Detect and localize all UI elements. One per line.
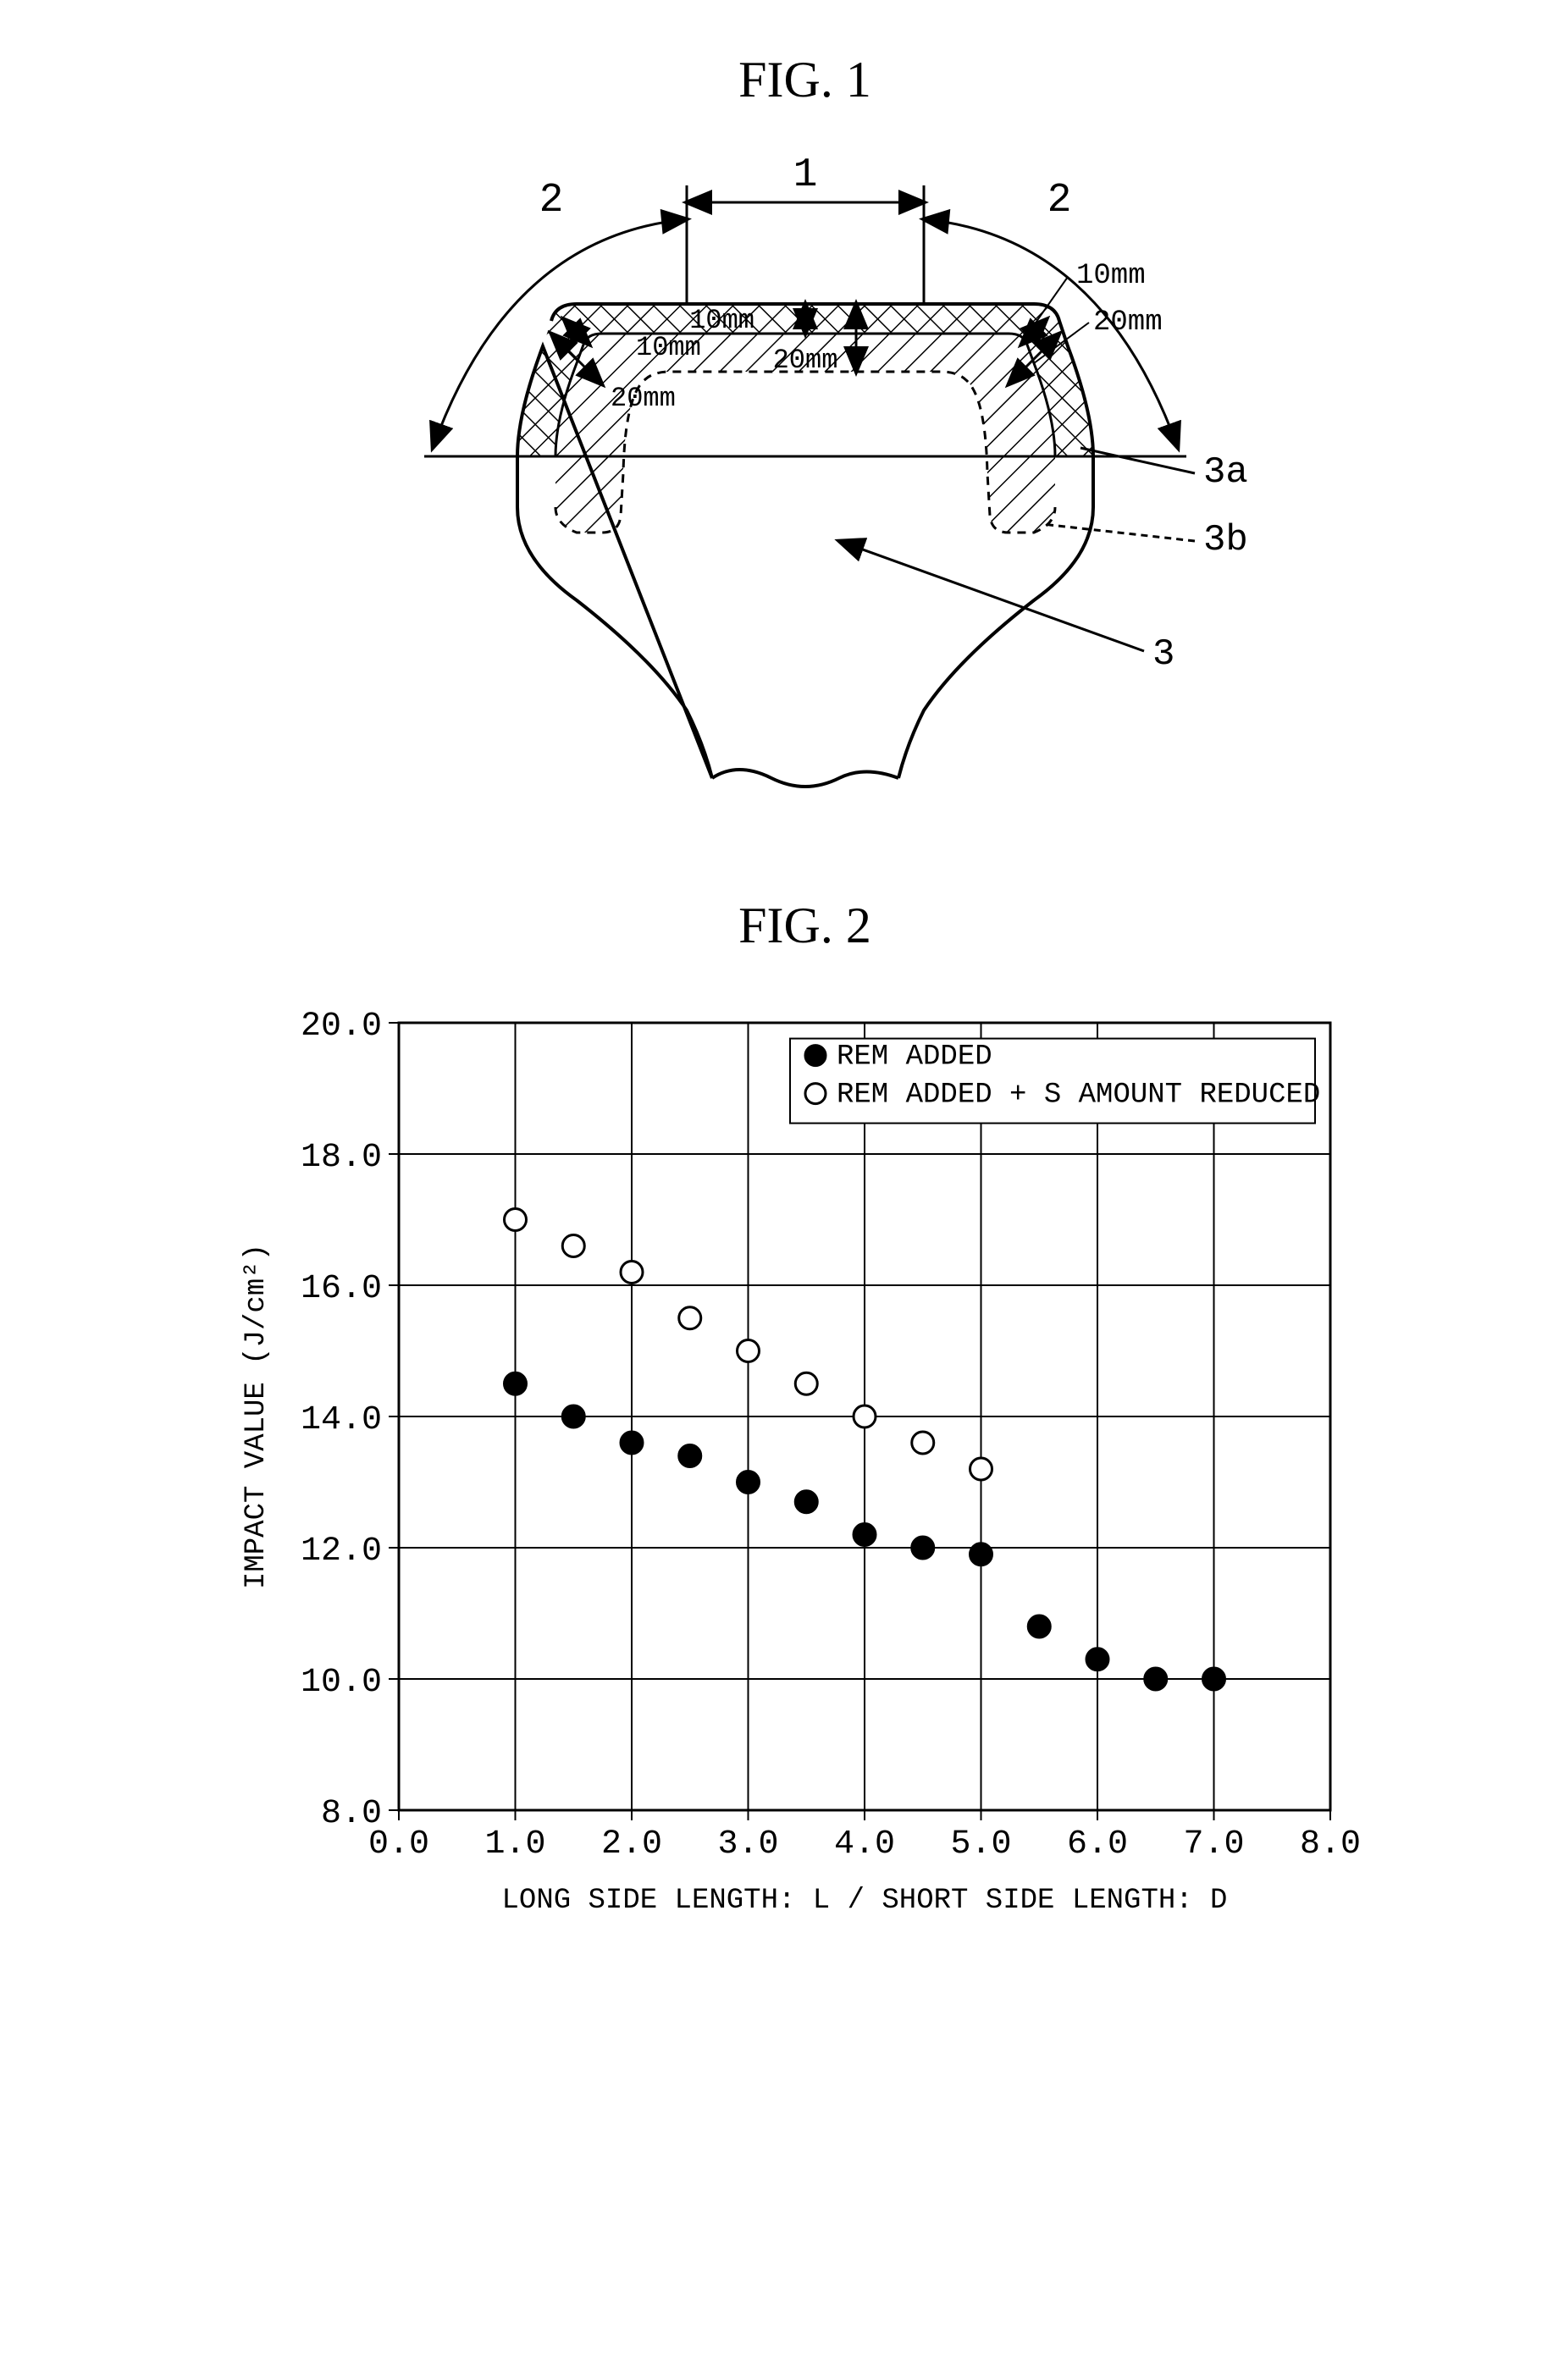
label-2-right: 2 — [1047, 178, 1071, 224]
label-20mm-r: 20mm — [1093, 306, 1163, 339]
label-20mm-l: 20mm — [611, 383, 676, 414]
x-axis-label: LONG SIDE LENGTH: L / SHORT SIDE LENGTH:… — [501, 1885, 1227, 1917]
xtick-label: 2.0 — [600, 1825, 661, 1864]
data-point — [911, 1432, 933, 1454]
legend-marker — [805, 1084, 826, 1104]
ytick-label: 16.0 — [300, 1270, 381, 1308]
data-point — [854, 1524, 876, 1546]
dim-1 — [687, 185, 924, 304]
xtick-label: 1.0 — [484, 1825, 545, 1864]
lead-3a — [1081, 448, 1195, 473]
xtick-label: 4.0 — [833, 1825, 894, 1864]
xtick-label: 3.0 — [717, 1825, 778, 1864]
label-20mm-c: 20mm — [772, 345, 837, 376]
data-point — [795, 1372, 817, 1394]
fig2-title: FIG. 2 — [34, 897, 1542, 955]
xtick-label: 6.0 — [1066, 1825, 1127, 1864]
label-1: 1 — [793, 152, 817, 198]
data-point — [737, 1472, 759, 1494]
fig2-chart: 0.01.02.03.04.05.06.07.08.08.010.012.014… — [213, 980, 1398, 1954]
data-point — [795, 1491, 817, 1513]
y-axis-label: IMPACT VALUE (J/cm²) — [240, 1244, 273, 1589]
data-point — [737, 1340, 759, 1362]
data-point — [1202, 1668, 1224, 1690]
data-point — [504, 1209, 526, 1231]
legend-marker — [805, 1046, 826, 1066]
ytick-label: 20.0 — [300, 1008, 381, 1046]
fig1-title: FIG. 1 — [34, 51, 1542, 109]
data-point — [1144, 1668, 1166, 1690]
label-3b: 3b — [1203, 519, 1248, 561]
page: FIG. 1 — [34, 51, 1542, 1954]
label-10mm-l: 10mm — [636, 332, 701, 363]
label-3: 3 — [1152, 633, 1174, 676]
legend-label: REM ADDED — [837, 1041, 992, 1074]
data-point — [678, 1307, 700, 1329]
data-point — [970, 1458, 992, 1480]
ytick-label: 14.0 — [300, 1401, 381, 1439]
data-point — [562, 1405, 584, 1427]
data-point — [504, 1372, 526, 1394]
fig1-container: 1 2 2 10mm 20mm 10mm 2 — [34, 135, 1542, 795]
xtick-label: 5.0 — [950, 1825, 1011, 1864]
label-2-left: 2 — [539, 178, 563, 224]
ytick-label: 10.0 — [300, 1664, 381, 1702]
data-point — [678, 1445, 700, 1467]
lead-3b — [1042, 524, 1195, 541]
legend-label: REM ADDED + S AMOUNT REDUCED — [837, 1080, 1320, 1112]
data-point — [854, 1405, 876, 1427]
data-point — [970, 1543, 992, 1565]
data-point — [1086, 1648, 1108, 1670]
label-3a: 3a — [1203, 451, 1248, 494]
data-point — [621, 1432, 643, 1454]
ytick-label: 8.0 — [320, 1795, 381, 1833]
fig1-diagram: 1 2 2 10mm 20mm 10mm 2 — [297, 135, 1313, 795]
xtick-label: 8.0 — [1299, 1825, 1360, 1864]
xtick-label: 7.0 — [1183, 1825, 1244, 1864]
data-point — [562, 1235, 584, 1257]
data-point — [911, 1537, 933, 1559]
ytick-label: 12.0 — [300, 1532, 381, 1571]
data-point — [1028, 1615, 1050, 1637]
label-10mm-r: 10mm — [1076, 260, 1146, 292]
ytick-label: 18.0 — [300, 1139, 381, 1177]
data-point — [621, 1262, 643, 1284]
fig2-container: 0.01.02.03.04.05.06.07.08.08.010.012.014… — [34, 980, 1542, 1954]
